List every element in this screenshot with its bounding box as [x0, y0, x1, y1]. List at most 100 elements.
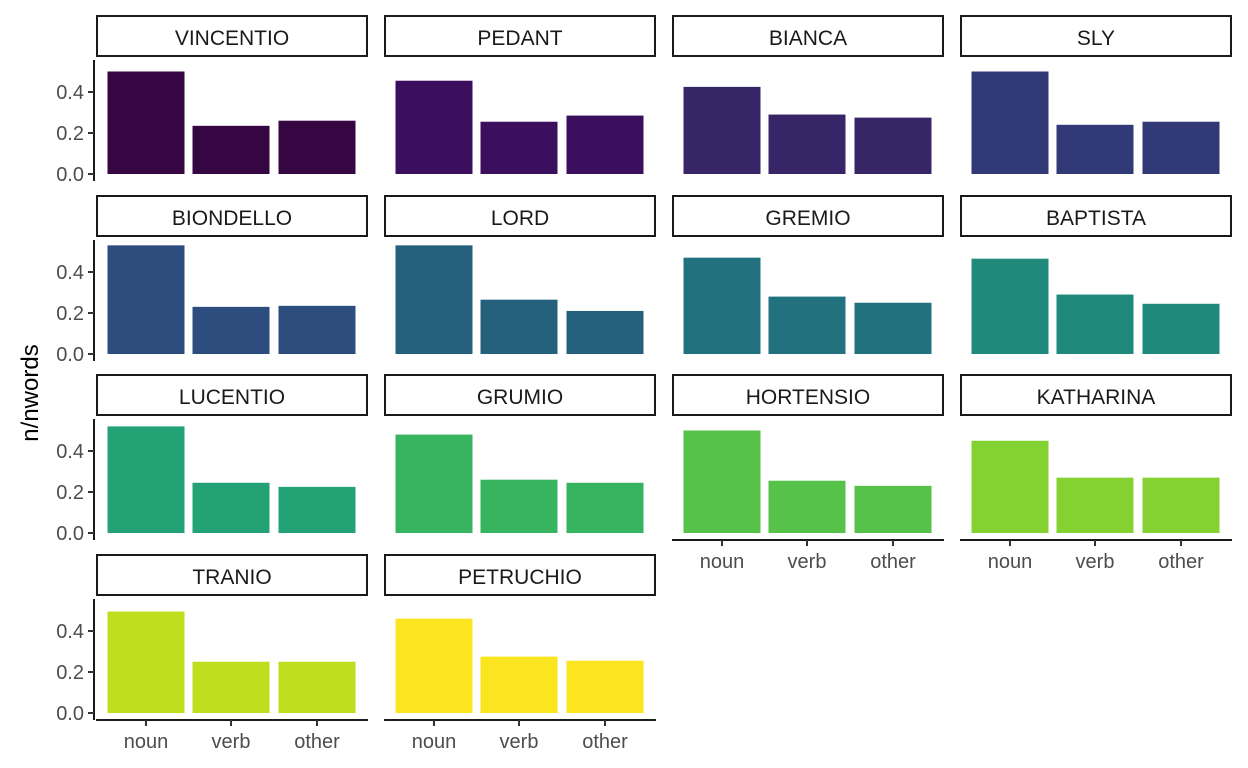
bar-verb	[1056, 294, 1134, 354]
bar-noun	[683, 86, 761, 174]
bar-other	[566, 310, 644, 354]
x-tick-label: noun	[412, 731, 457, 753]
facet-panel: PEDANT	[384, 15, 656, 174]
y-tick-label: 0.2	[56, 662, 84, 684]
facet-strip	[672, 15, 944, 57]
facet-panel: LUCENTIO 0.0 0.2 0.4	[56, 374, 368, 545]
bar-noun	[395, 245, 473, 354]
x-tick-label: other	[582, 731, 628, 753]
bar-verb	[480, 299, 558, 354]
x-tick-label: other	[870, 551, 916, 573]
bar-other	[278, 305, 356, 354]
bar-verb	[192, 125, 270, 174]
bar-noun	[395, 618, 473, 713]
y-tick-label: 0.4	[56, 621, 84, 643]
bar-verb	[480, 121, 558, 174]
bar-other	[278, 486, 356, 533]
facet-strip-label: TRANIO	[192, 566, 271, 589]
bar-verb	[480, 656, 558, 713]
x-tick-label: verb	[500, 731, 539, 753]
bar-other	[566, 115, 644, 174]
y-tick-label: 0.0	[56, 344, 84, 366]
bar-other	[854, 485, 932, 533]
facet-panel: PETRUCHIO noun verb other	[384, 554, 656, 753]
bar-verb	[192, 306, 270, 354]
facet-strip	[96, 374, 368, 416]
x-tick-label: noun	[124, 731, 169, 753]
facet-strip-label: SLY	[1077, 27, 1115, 50]
x-tick-label: verb	[212, 731, 251, 753]
facet-strip-label: LORD	[491, 207, 549, 230]
y-tick-label: 0.0	[56, 164, 84, 186]
y-tick-label: 0.2	[56, 123, 84, 145]
bar-noun	[107, 245, 185, 354]
facet-strip	[384, 195, 656, 237]
facet-panel: GREMIO	[672, 195, 944, 354]
y-tick-label: 0.0	[56, 523, 84, 545]
x-tick-label: verb	[788, 551, 827, 573]
x-tick-label: noun	[988, 551, 1033, 573]
bar-noun	[395, 434, 473, 533]
facet-strip-label: PETRUCHIO	[458, 566, 582, 589]
facet-strip	[672, 195, 944, 237]
y-tick-label: 0.4	[56, 262, 84, 284]
y-axis-label: n/nwords	[17, 344, 44, 441]
bar-other	[566, 482, 644, 533]
facet-strip-label: LUCENTIO	[179, 386, 285, 409]
bar-verb	[192, 482, 270, 533]
x-tick-label: noun	[700, 551, 745, 573]
bar-other	[278, 661, 356, 713]
bar-noun	[107, 611, 185, 713]
y-tick-label: 0.2	[56, 303, 84, 325]
bar-noun	[683, 257, 761, 354]
x-tick-label: other	[294, 731, 340, 753]
facet-strip-label: GRUMIO	[477, 386, 563, 409]
facet-panel: BIONDELLO 0.0 0.2 0.4	[56, 195, 368, 366]
bar-verb	[192, 661, 270, 713]
x-tick-label: verb	[1076, 551, 1115, 573]
bar-other	[566, 660, 644, 713]
facet-strip	[96, 554, 368, 596]
facet-strip	[672, 374, 944, 416]
bar-noun	[395, 80, 473, 174]
bar-verb	[1056, 477, 1134, 533]
bar-noun	[971, 440, 1049, 533]
bar-noun	[971, 71, 1049, 174]
facet-panel: LORD	[384, 195, 656, 354]
facet-strip-label: KATHARINA	[1037, 386, 1156, 409]
facet-strip-label: BIANCA	[769, 27, 847, 50]
facet-strip	[96, 195, 368, 237]
bar-noun	[971, 258, 1049, 354]
facet-strip-label: BIONDELLO	[172, 207, 292, 230]
facet-panel: TRANIO 0.0 0.2 0.4 noun verb other	[56, 554, 368, 753]
facet-strip	[960, 374, 1232, 416]
bar-other	[1142, 121, 1220, 174]
facet-panel: BAPTISTA	[960, 195, 1232, 354]
y-tick-label: 0.0	[56, 703, 84, 725]
facet-strip-label: GREMIO	[765, 207, 850, 230]
facet-strip	[384, 554, 656, 596]
facet-panel: HORTENSIO noun verb other	[672, 374, 944, 573]
facet-strip-label: VINCENTIO	[175, 27, 289, 50]
bar-verb	[768, 114, 846, 174]
facet-panel: SLY	[960, 15, 1232, 174]
bar-noun	[107, 71, 185, 174]
y-tick-label: 0.2	[56, 482, 84, 504]
facet-strip-label: BAPTISTA	[1046, 207, 1146, 230]
facet-panel: KATHARINA noun verb other	[960, 374, 1232, 573]
y-tick-label: 0.4	[56, 82, 84, 104]
facet-strip	[96, 15, 368, 57]
bar-verb	[768, 296, 846, 354]
y-tick-label: 0.4	[56, 441, 84, 463]
bar-verb	[768, 480, 846, 533]
facet-strip	[960, 195, 1232, 237]
bar-other	[278, 120, 356, 174]
bar-other	[854, 117, 932, 174]
facet-panel: VINCENTIO 0.0 0.2 0.4	[56, 15, 368, 186]
facet-strip	[384, 15, 656, 57]
facet-panel: BIANCA	[672, 15, 944, 174]
facet-panel: GRUMIO	[384, 374, 656, 533]
bar-other	[1142, 477, 1220, 533]
bar-noun	[683, 430, 761, 533]
bar-other	[1142, 303, 1220, 354]
